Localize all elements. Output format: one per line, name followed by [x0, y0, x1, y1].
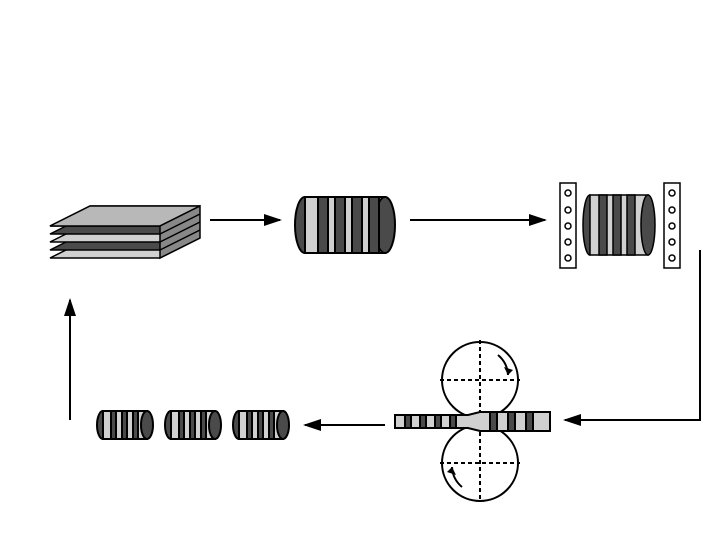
flow-arrows: [0, 0, 720, 540]
